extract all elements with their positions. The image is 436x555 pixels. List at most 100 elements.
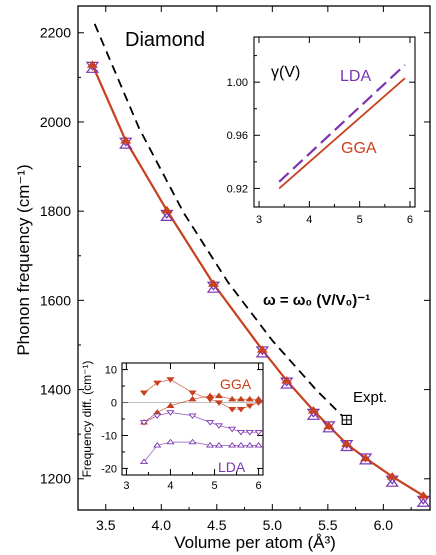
diff-gga-point bbox=[166, 402, 175, 409]
lda-point bbox=[206, 283, 221, 293]
diff-gga-point bbox=[214, 400, 224, 406]
gamma-x-tick-label: 6 bbox=[407, 214, 413, 226]
diff-gga-point bbox=[214, 392, 224, 399]
gamma-gga-line bbox=[278, 77, 406, 190]
diff-gga-point bbox=[254, 395, 263, 402]
diff-lda-point bbox=[206, 420, 215, 426]
diff-lda-point bbox=[166, 438, 175, 445]
main-y-tick-label: 1800 bbox=[40, 203, 71, 219]
diff-lda-point bbox=[214, 423, 224, 429]
main-y-tick-label: 1600 bbox=[40, 292, 71, 308]
gga-point bbox=[256, 345, 268, 353]
diff-gga-point bbox=[228, 406, 237, 413]
diff-lda-point bbox=[245, 442, 254, 448]
diff-x-tick-label: 6 bbox=[256, 480, 262, 492]
diff-x-tick-label: 3 bbox=[123, 480, 129, 492]
expt-label: Expt. bbox=[353, 389, 387, 406]
diff-lda-point bbox=[254, 442, 263, 448]
gamma-title: γ(V) bbox=[271, 64, 300, 81]
main-x-tick-label: 3.5 bbox=[96, 517, 116, 533]
diff-series-line bbox=[143, 379, 259, 410]
diff-gga-point bbox=[188, 390, 197, 396]
gga-fit-line bbox=[91, 64, 424, 497]
diff-series-line bbox=[143, 412, 259, 433]
scaling-label: ω = ω₀ (V/V₀)⁻¹ bbox=[263, 292, 370, 309]
gamma-y-tick-label: 1.00 bbox=[227, 77, 248, 89]
diff-lda-point bbox=[228, 442, 237, 448]
gamma-label-gga: GGA bbox=[341, 140, 377, 157]
gga-point bbox=[307, 406, 319, 414]
diff-gga-point bbox=[139, 390, 149, 396]
gga-point bbox=[386, 472, 398, 480]
diff-lda-point bbox=[254, 429, 263, 436]
lda-point bbox=[160, 211, 174, 221]
diff-x-tick-label: 4 bbox=[167, 480, 173, 492]
diff-gga-point bbox=[236, 406, 246, 413]
diff-lda-point bbox=[188, 413, 197, 420]
gga-point bbox=[120, 136, 132, 144]
gga-point bbox=[341, 439, 353, 447]
diff-y-tick-label: -10 bbox=[101, 430, 117, 442]
diff-x-tick-label: 5 bbox=[211, 480, 217, 492]
diff-gga-point bbox=[228, 395, 237, 402]
diff-lda-point bbox=[206, 442, 215, 448]
main-x-tick-label: 5.5 bbox=[318, 517, 338, 533]
diff-lda-point bbox=[139, 458, 149, 465]
gamma-y-tick-label: 0.96 bbox=[227, 130, 248, 142]
x-axis-label: Volume per atom (Å³) bbox=[174, 533, 336, 552]
main-x-tick-label: 4.0 bbox=[152, 517, 172, 533]
lda-point bbox=[416, 497, 431, 507]
scaling-curve bbox=[93, 23, 348, 421]
main-y-tick-label: 1400 bbox=[40, 381, 71, 397]
diff-lda-point bbox=[245, 429, 254, 436]
gga-point bbox=[161, 205, 173, 214]
gamma-x-tick-label: 3 bbox=[256, 214, 262, 226]
diff-gga-point bbox=[188, 395, 197, 402]
y-axis-label: Phonon frequency (cm⁻¹) bbox=[14, 164, 33, 355]
diff-lda-point bbox=[236, 442, 246, 448]
main-title: Diamond bbox=[125, 29, 205, 51]
main-x-tick-label: 6.0 bbox=[374, 517, 394, 533]
diff-y-tick-label: 10 bbox=[105, 364, 117, 376]
diff-gga-point bbox=[245, 403, 254, 410]
diff-lda-point bbox=[214, 442, 224, 448]
diff-gga-point bbox=[245, 395, 254, 402]
lda-point bbox=[306, 410, 321, 420]
gga-point bbox=[360, 453, 372, 462]
lda-point bbox=[85, 63, 100, 73]
gga-point bbox=[323, 421, 335, 430]
main-y-tick-label: 2200 bbox=[40, 25, 71, 41]
gga-point bbox=[417, 491, 429, 499]
diff-gga-point bbox=[206, 392, 215, 399]
diff-y-tick-label: -20 bbox=[101, 463, 117, 475]
diff-gga-point bbox=[236, 395, 246, 402]
diff-series-line bbox=[143, 395, 259, 423]
diff-lda-point bbox=[188, 438, 197, 445]
main-y-tick-label: 2000 bbox=[40, 114, 71, 130]
gga-point bbox=[281, 376, 293, 384]
main-plot-frame bbox=[77, 5, 431, 511]
diff-y-tick-label: 0 bbox=[111, 397, 117, 409]
diff-lda-point bbox=[153, 442, 162, 448]
main-x-tick-label: 4.5 bbox=[207, 517, 227, 533]
gamma-x-tick-label: 4 bbox=[306, 214, 312, 226]
main-x-tick-label: 5.0 bbox=[263, 517, 283, 533]
gamma-inset-background bbox=[254, 37, 415, 207]
gga-point bbox=[207, 279, 219, 287]
diff-label-gga: GGA bbox=[220, 376, 252, 392]
main-y-tick-label: 1200 bbox=[40, 471, 71, 487]
gamma-lda-line bbox=[278, 64, 406, 183]
lda-point bbox=[255, 348, 270, 358]
diff-lda-point bbox=[236, 429, 246, 436]
diff-lda-point bbox=[228, 426, 237, 433]
diff-gga-point bbox=[153, 380, 162, 387]
gamma-x-tick-label: 5 bbox=[357, 214, 363, 226]
lda-point bbox=[119, 139, 133, 149]
diff-lda-point bbox=[166, 410, 175, 416]
diff-series-line bbox=[143, 441, 259, 463]
gamma-y-tick-label: 0.92 bbox=[227, 183, 248, 195]
diff-lda-point bbox=[153, 413, 162, 420]
diff-y-axis-label: Frequency diff. (cm⁻¹) bbox=[80, 361, 94, 478]
gamma-label-lda: LDA bbox=[340, 68, 371, 85]
